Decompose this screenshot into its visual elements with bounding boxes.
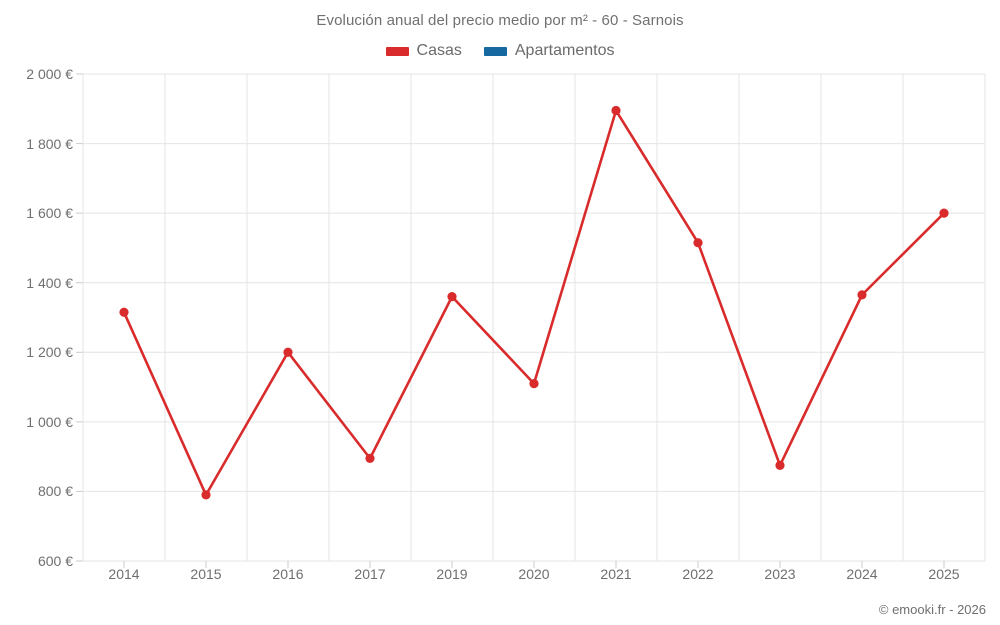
data-point[interactable] (857, 290, 867, 300)
legend-label-casas: Casas (416, 42, 462, 59)
x-axis-ticks (82, 74, 986, 568)
x-axis-label: 2024 (846, 566, 878, 582)
data-point[interactable] (447, 292, 457, 302)
legend-item-casas[interactable]: Casas (385, 42, 462, 60)
data-point[interactable] (365, 453, 375, 463)
chart-credit: © emooki.fr - 2026 (878, 602, 986, 617)
x-axis-label: 2019 (436, 566, 468, 582)
data-point[interactable] (939, 208, 949, 218)
gridlines (76, 73, 985, 562)
x-axis-label: 2015 (190, 566, 222, 582)
data-point[interactable] (693, 238, 703, 248)
legend-swatch-casas (385, 46, 409, 56)
x-axis-label: 2014 (108, 566, 140, 582)
y-axis-label: 1 000 € (26, 413, 73, 430)
data-point[interactable] (201, 490, 211, 500)
data-point[interactable] (529, 378, 539, 389)
chart-legend: Casas Apartamentos (0, 42, 1000, 60)
y-axis-label: 2 000 € (26, 66, 73, 82)
x-axis-label: 2025 (928, 566, 960, 582)
y-axis-label: 600 € (37, 553, 73, 569)
legend-item-apartamentos[interactable]: Apartamentos (483, 42, 615, 60)
y-axis-label: 1 400 € (26, 274, 73, 291)
y-axis-label: 1 800 € (26, 135, 73, 152)
y-axis-label: 800 € (37, 483, 73, 500)
x-axis-label: 2016 (272, 566, 304, 582)
data-point[interactable] (283, 347, 293, 357)
x-axis-label: 2017 (354, 566, 386, 582)
data-point[interactable] (611, 105, 621, 116)
series-layer (119, 105, 949, 500)
data-point[interactable] (119, 307, 129, 317)
x-axis-label: 2021 (600, 566, 632, 582)
legend-swatch-apartamentos (483, 46, 507, 56)
y-axis-labels: 600 € 800 € 1 000 € 1 200 € 1 400 € 1 600 € 1 … (0, 0, 73, 625)
y-axis-label: 1 600 € (26, 205, 73, 222)
x-axis-label: 2020 (518, 566, 550, 582)
x-axis-label: 2023 (764, 566, 796, 582)
chart-title: Evolución anual del precio medio por m² … (316, 12, 684, 29)
data-point[interactable] (775, 460, 785, 470)
y-axis-label: 1 200 € (26, 344, 73, 361)
legend-label-apartamentos: Apartamentos (514, 42, 615, 59)
x-axis-label: 2022 (682, 566, 714, 582)
